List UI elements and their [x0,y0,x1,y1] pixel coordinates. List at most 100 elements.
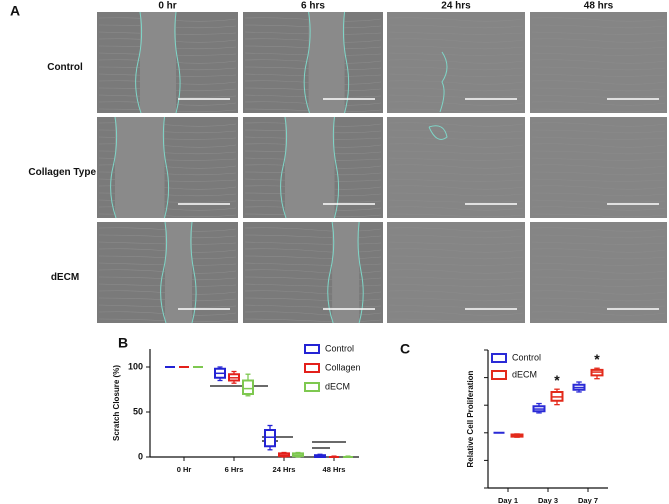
texture [388,94,524,98]
y-tick-label: 0 [138,451,143,461]
y-tick-label: 100 [128,361,143,371]
micrograph [530,12,667,113]
column-header: 48 hrs [584,1,614,12]
annotation: * [594,351,600,367]
row-label: Control [47,62,83,73]
texture [388,38,524,43]
texture [531,17,666,22]
annotation: * [554,372,560,388]
texture [388,101,524,106]
texture [388,199,524,203]
texture [388,17,524,22]
texture [531,122,666,127]
texture [388,143,524,148]
image-bg [530,117,667,218]
texture [244,234,382,239]
micrograph [243,221,383,324]
x-tick-label: Day 3 [538,496,558,504]
image-bg [530,222,667,323]
micrograph [387,222,525,323]
wound-edge [357,221,364,324]
image-bg [387,117,525,218]
wound-edge [160,221,168,324]
texture [531,178,666,182]
texture [388,206,524,211]
texture [388,283,524,287]
box-plot [278,451,290,458]
wound-edge [190,221,197,324]
micrograph [97,116,238,219]
legend-swatch [304,344,320,354]
texture [531,164,666,169]
texture [531,311,666,316]
texture [531,241,666,245]
scratch [140,12,176,113]
box-plot [343,455,353,458]
texture [388,59,524,64]
column-header: 0 hr [158,1,176,12]
texture [531,276,666,281]
wound-edge [135,11,143,114]
texture [388,108,524,113]
box-plot [510,433,524,438]
texture [244,248,382,253]
x-tick-label: Day 1 [498,496,518,504]
box-plot [264,424,276,451]
texture [531,108,666,113]
texture [531,129,666,134]
x-tick-label: 6 Hrs [225,465,244,474]
image-bg [387,12,525,113]
wound-edge [162,116,170,219]
legend-label: Control [512,352,541,362]
significance-bars [210,385,346,449]
texture [388,66,524,71]
texture [388,129,524,134]
box-plot [214,366,226,382]
x-tick-label: 24 Hrs [273,465,296,474]
texture [388,255,524,260]
texture [244,318,382,323]
texture [531,248,666,253]
texture [388,241,524,245]
scratch [165,222,192,323]
column-header: 6 hrs [301,1,325,12]
texture [531,185,666,190]
wound-edge [303,11,311,114]
micrograph [97,11,238,114]
texture [388,45,524,50]
wound-edge [332,116,340,219]
row-label: Collagen Type I [28,167,101,178]
scratch [332,222,360,323]
y-tick-label: 50 [133,406,143,416]
texture [531,150,666,155]
texture [531,304,666,308]
texture [531,73,666,77]
wound-edge [439,51,448,113]
texture [531,192,666,197]
texture [531,59,666,64]
texture [244,255,382,260]
texture [388,185,524,190]
box-plot [572,381,586,393]
micrograph [97,221,238,324]
box-plot [314,453,326,458]
texture [388,150,524,155]
column-header: 24 hrs [441,1,471,12]
texture [388,269,524,274]
legend-label: Control [325,343,354,353]
texture [531,136,666,140]
texture [531,101,666,106]
scratch [284,117,335,218]
box [264,429,276,448]
texture [388,213,524,218]
micrograph [530,117,667,218]
texture [388,276,524,281]
image-bg [387,222,525,323]
texture [388,31,524,35]
legend-swatch [491,370,507,380]
texture [531,31,666,35]
box-plot [590,367,604,380]
micrograph [530,222,667,323]
box-plot [550,388,564,406]
